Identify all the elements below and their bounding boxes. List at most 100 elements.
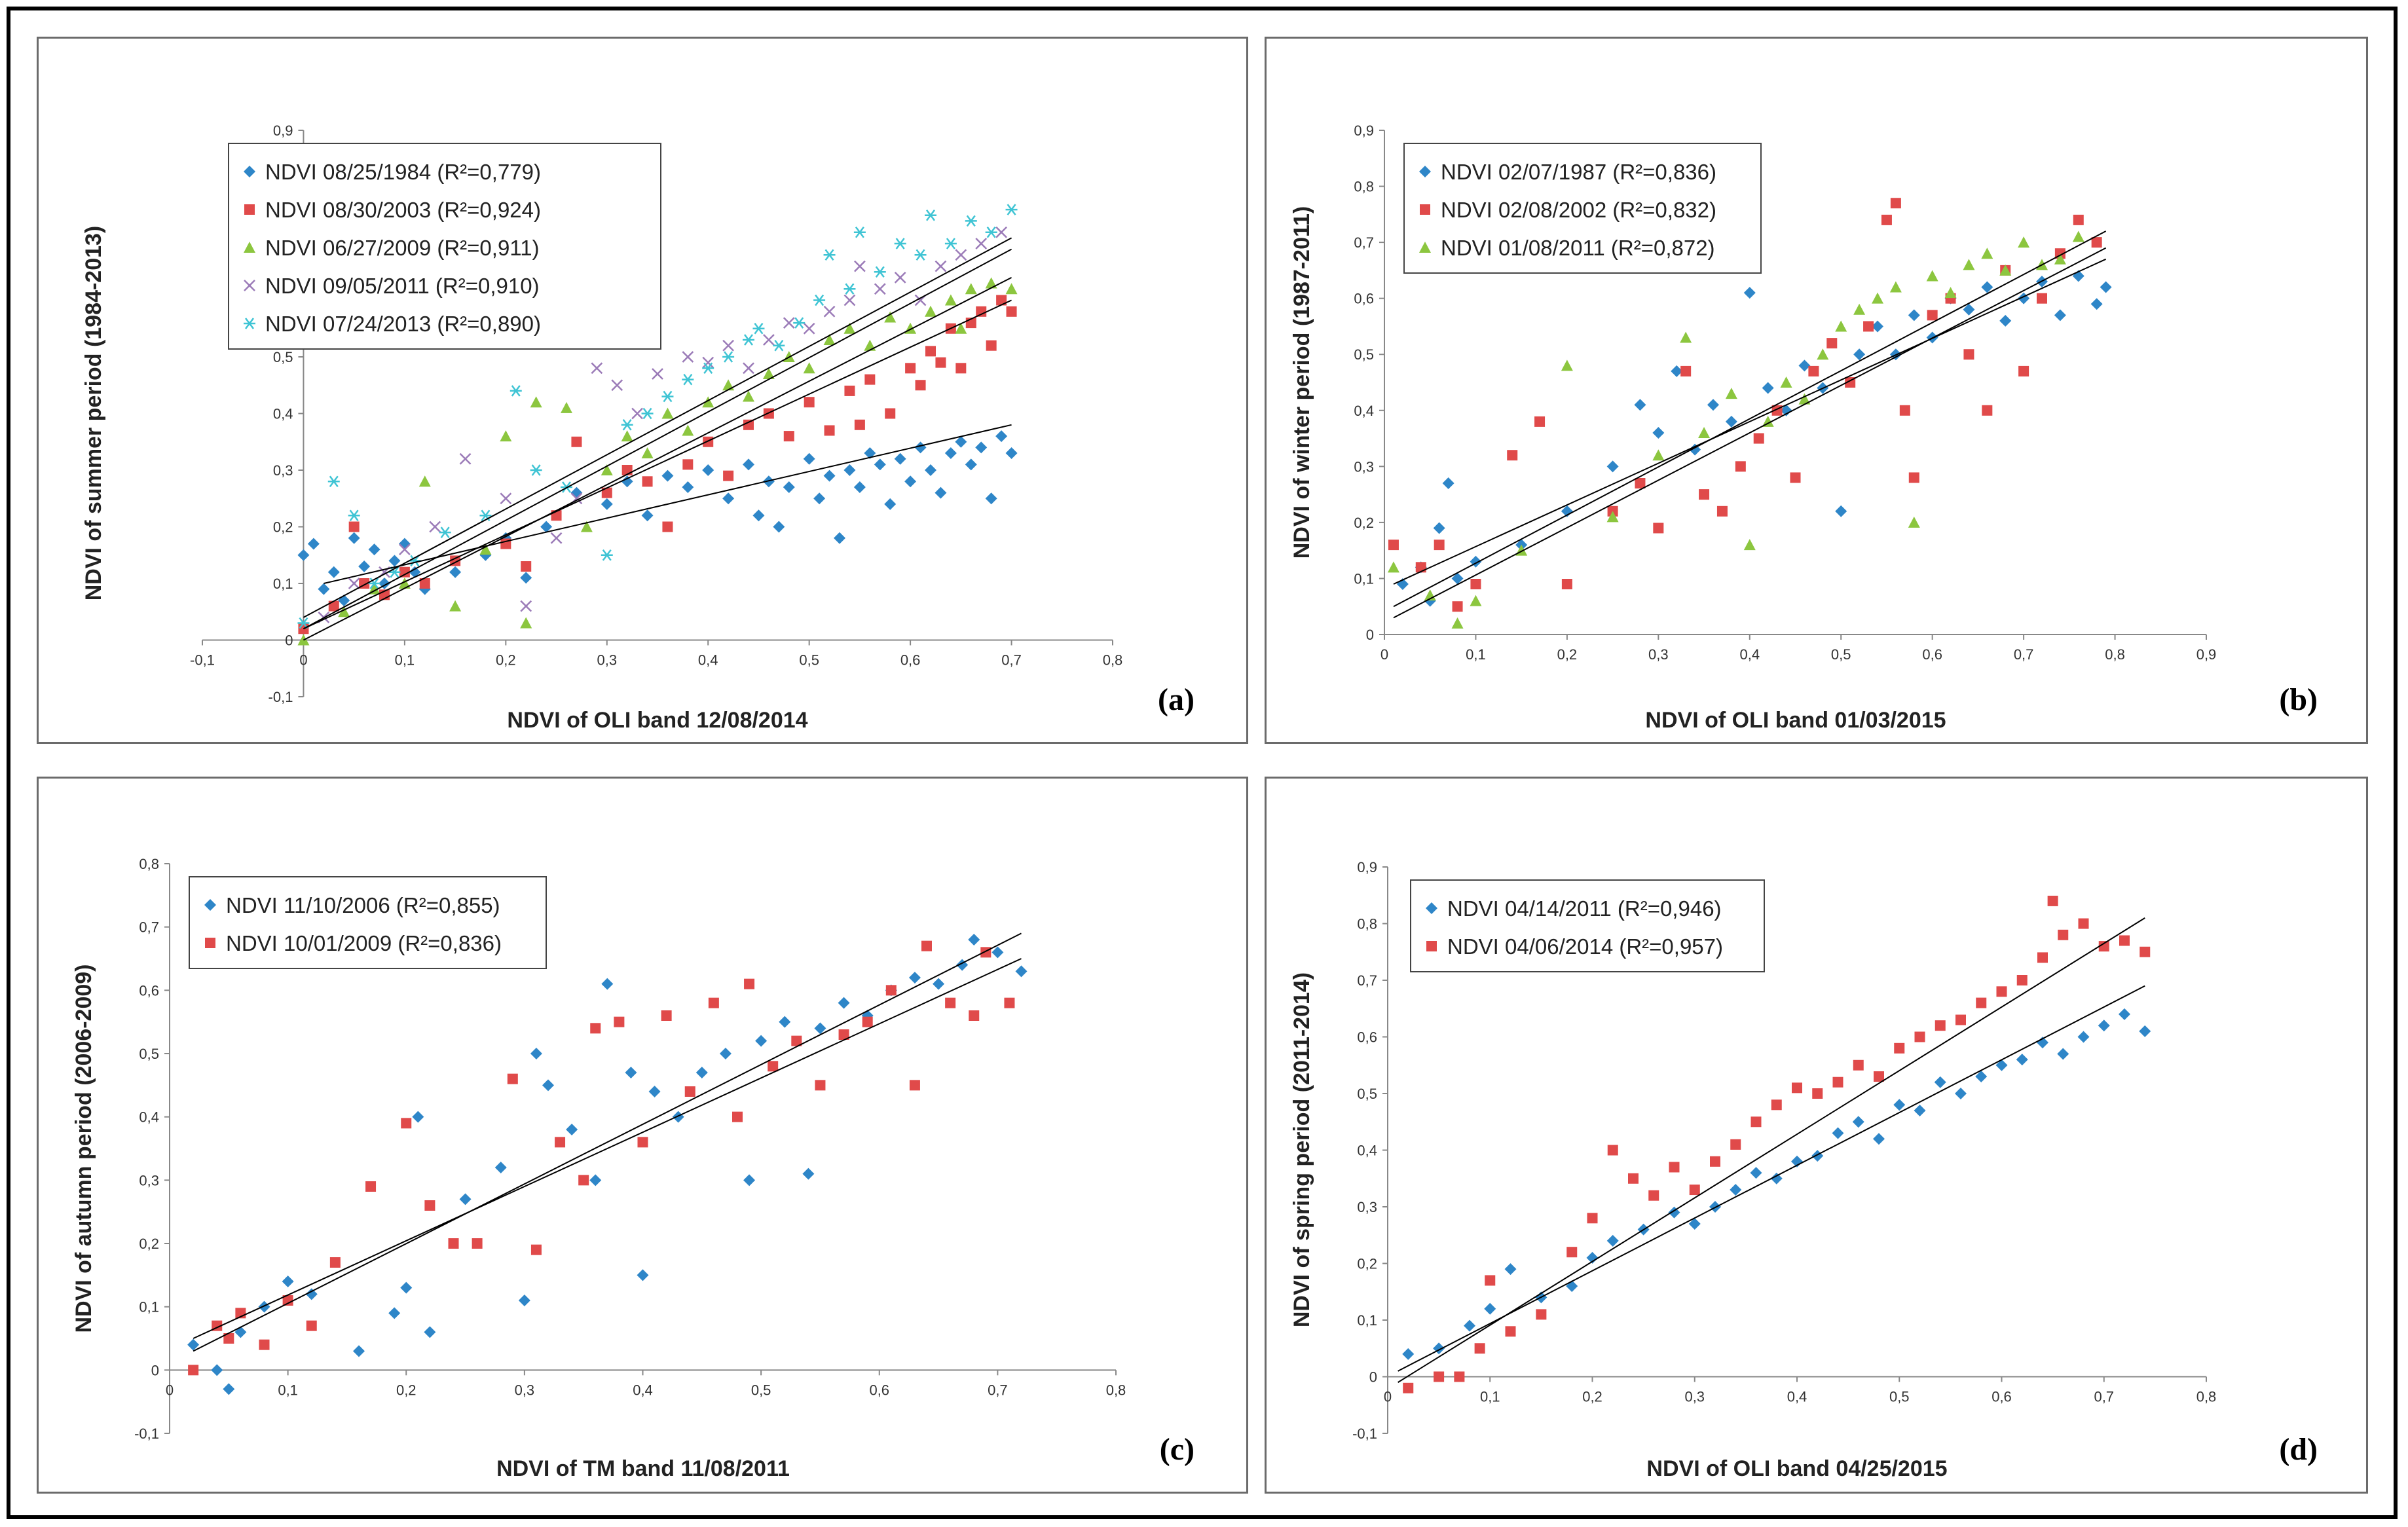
data-point [348,532,360,544]
y-tick-label: 0,4 [1354,403,1374,419]
data-point [823,334,836,346]
legend-entry: NDVI 02/07/1987 (R²=0,836) [1441,160,1716,184]
series-1-points [188,940,1015,1376]
data-point [894,238,906,249]
data-point [985,277,997,289]
data-point [1798,393,1811,405]
data-point [1470,579,1481,589]
x-tick-label: 0,6 [900,652,921,669]
data-point [578,1175,589,1186]
data-point [1652,427,1665,439]
data-point [884,498,897,510]
legend-marker [205,938,215,948]
y-axis-label: NDVI of spring period (2011-2014) [1289,972,1314,1327]
data-point [348,509,360,521]
data-point [1402,1348,1415,1360]
data-point [621,475,633,488]
data-point [412,1111,424,1123]
data-point [1762,415,1774,427]
data-point [894,272,906,284]
data-point [773,339,785,352]
data-point [590,1023,601,1034]
data-point [804,397,815,408]
data-point [1536,1309,1547,1320]
data-point [1504,1263,1517,1276]
data-point [803,362,815,374]
y-tick-label: 0,3 [139,1172,159,1188]
x-tick-label: 0,1 [1466,646,1486,663]
data-point [1770,1172,1783,1185]
data-point [708,997,719,1008]
data-point [601,498,613,510]
legend-marker [244,204,255,215]
data-point [353,1345,365,1357]
x-tick-label: 0,2 [1557,646,1578,663]
data-point [752,509,765,522]
data-point [472,1238,483,1249]
data-point [611,379,623,392]
data-point [328,600,339,612]
data-point [188,1365,199,1376]
data-point [684,1086,695,1097]
data-point [1955,1088,1967,1099]
data-point [791,1035,802,1046]
data-point [2016,975,2028,985]
y-tick-label: 0,5 [139,1046,159,1062]
data-point [1899,405,1910,416]
data-point [1561,505,1573,517]
y-tick-label: 0 [1369,1369,1377,1386]
data-point [419,578,430,589]
data-point [834,532,845,544]
data-point [1474,1343,1485,1354]
data-point [1735,461,1746,472]
data-point [779,1016,791,1028]
data-point [1995,1059,2008,1071]
data-point [661,407,674,419]
data-point [631,407,643,420]
data-point [1434,1371,1445,1382]
data-point [955,249,967,261]
data-point [1873,1133,1885,1145]
data-point [1927,310,1938,321]
data-point [601,464,613,475]
data-point [2090,298,2103,310]
legend-marker [244,242,255,253]
trend-line [303,277,1012,641]
data-point [661,1010,672,1021]
data-point [2072,230,2084,242]
data-point [1874,1071,1884,1082]
data-point [641,407,654,420]
data-point [234,1326,247,1338]
y-tick-label: 0,3 [1357,1199,1377,1215]
data-point [965,458,977,471]
data-point [823,305,836,318]
data-point [702,464,714,476]
data-point [1688,1217,1701,1230]
data-point [571,436,582,447]
data-point [955,322,967,334]
x-tick-label: 0,4 [1787,1389,1807,1405]
x-tick-label: 0,7 [2094,1389,2114,1405]
data-point [722,379,735,391]
data-point [1680,365,1692,377]
data-point [1935,1020,1946,1031]
data-point [723,470,734,481]
data-point [1811,1150,1824,1162]
data-point [682,481,694,493]
legend-entry: NDVI 06/27/2009 (R²=0,911) [265,236,540,260]
data-point [1963,303,1975,316]
panel-a: -0,1 0 0,1 0,2 0,3 0,4 0,5 0,6 0,7 0,8 -0,1 0 0,1 0,2… [37,37,1248,744]
data-point [914,249,927,261]
data-point [409,555,421,567]
data-point [944,294,957,306]
data-point [399,543,411,555]
data-point [1015,965,1028,978]
data-point [1792,1082,1802,1094]
data-point [1914,1031,1925,1042]
data-point [1586,1251,1599,1264]
x-tick-label: 0,8 [2105,646,2125,663]
x-tick-label: 0,5 [1889,1389,1910,1405]
data-point [297,549,310,561]
data-point [986,340,997,351]
data-point [1507,450,1518,461]
